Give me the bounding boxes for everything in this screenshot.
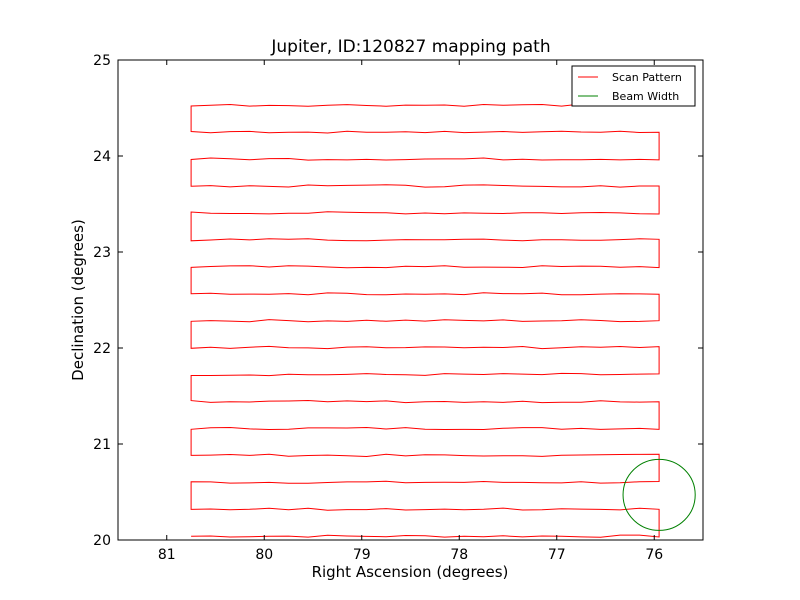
plot-area (190, 103, 696, 538)
x-tick-label: 81 (158, 547, 176, 563)
legend-label-scan-pattern: Scan Pattern (612, 71, 682, 84)
y-tick-label: 24 (93, 149, 111, 165)
x-tick-label: 80 (255, 547, 273, 563)
x-tick-label: 77 (548, 547, 566, 563)
x-tick-label: 76 (645, 547, 663, 563)
legend: Scan Pattern Beam Width (571, 65, 696, 107)
y-tick-label: 21 (93, 437, 111, 453)
y-axis: 20 21 22 23 24 25 (93, 53, 703, 549)
x-tick-label: 78 (450, 547, 468, 563)
y-tick-label: 22 (93, 341, 111, 357)
beam-width-circle (622, 458, 696, 531)
x-axis-label: Right Ascension (degrees) (312, 563, 509, 581)
x-axis: 81 80 79 78 77 76 (158, 60, 663, 563)
chart-title: Jupiter, ID:120827 mapping path (270, 37, 550, 57)
legend-label-beam-width: Beam Width (612, 90, 679, 103)
x-tick-label: 79 (353, 547, 371, 563)
y-tick-label: 23 (93, 245, 111, 261)
y-tick-label: 20 (93, 533, 111, 549)
y-axis-label: Declination (degrees) (69, 219, 87, 381)
scan-pattern-line (190, 103, 660, 538)
legend-box (571, 65, 696, 107)
axes-frame (117, 59, 704, 541)
y-tick-label: 25 (93, 53, 111, 69)
